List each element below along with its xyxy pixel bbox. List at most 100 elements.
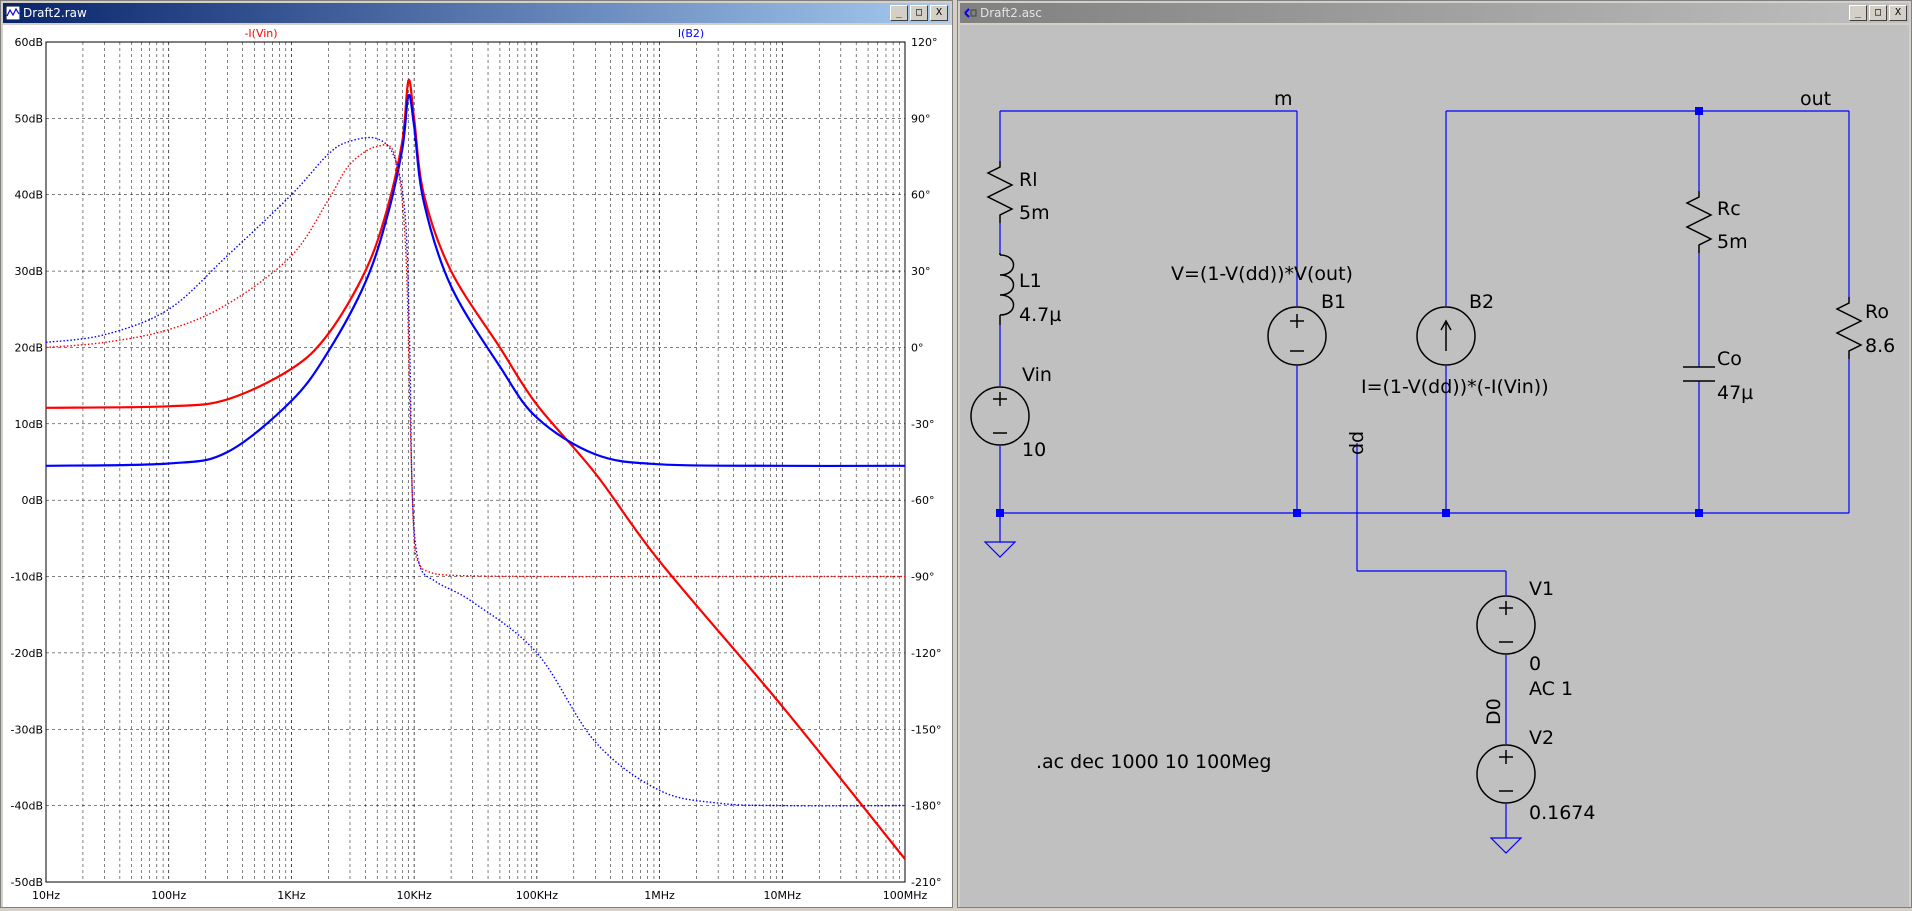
rl-value[interactable]: 5m [1019,202,1050,224]
wires [999,110,1850,838]
co-value[interactable]: 47µ [1717,382,1753,404]
series-ivin-magnitude [45,78,906,860]
axis-ticks: 10Hz 100Hz 1KHz 10KHz 100KHz 1MHz 10MHz 100MHz 6… [11,36,942,902]
rc-value[interactable]: 5m [1717,231,1748,253]
schematic-window[interactable]: Draft2.asc _ □ X [957,0,1912,908]
close-button[interactable]: X [1889,5,1907,21]
resistor-rc-symbol[interactable] [1685,191,1713,253]
y-left-tick-label: 0dB [21,494,43,507]
x-tick-label: 100KHz [516,889,558,902]
x-tick-label: 1KHz [277,889,305,902]
y-right-tick-label: 90° [911,112,931,125]
b2-source-symbol[interactable] [1416,306,1476,366]
resistor-rl-symbol[interactable] [986,161,1014,223]
resistor-ro-symbol[interactable] [1835,297,1863,359]
ground-symbol[interactable] [983,541,1017,558]
net-label-dd[interactable]: dd [1346,431,1368,455]
plot-series [45,78,906,860]
vin-value[interactable]: 10 [1022,439,1046,461]
schematic-titlebar[interactable]: Draft2.asc _ □ X [960,3,1909,23]
y-right-tick-label: 30° [911,265,931,278]
y-left-tick-label: 50dB [14,112,43,125]
y-right-tick-label: -180° [911,800,941,813]
y-right-tick-label: 120° [911,36,938,49]
spice-directive[interactable]: .ac dec 1000 10 100Meg [1036,751,1271,773]
y-left-tick-label: 40dB [14,189,43,202]
b1-expression[interactable]: V=(1-V(dd))*V(out) [1171,263,1353,285]
junctions [996,107,1703,517]
net-label-m[interactable]: m [1274,88,1293,110]
x-tick-label: 1MHz [644,889,675,902]
y-right-tick-label: -90° [911,571,934,584]
x-tick-label: 100Hz [151,889,186,902]
waveform-titlebar[interactable]: Draft2.raw _ □ X [3,3,950,23]
l1-value[interactable]: 4.7µ [1019,304,1061,326]
v2-source-symbol[interactable] [1476,744,1536,804]
plot-grid [46,42,905,882]
rc-name[interactable]: Rc [1717,198,1741,220]
y-left-tick-label: -20dB [11,647,44,660]
v1-ac-value[interactable]: AC 1 [1529,678,1573,700]
plot-pane[interactable]: 10Hz 100Hz 1KHz 10KHz 100KHz 1MHz 10MHz 100MHz 6… [3,25,952,907]
net-label-out[interactable]: out [1800,88,1831,110]
net-label-d0[interactable]: D0 [1483,698,1505,725]
y-right-tick-label: -120° [911,647,941,660]
v2-name[interactable]: V2 [1529,727,1554,749]
series-ib2-magnitude [45,93,906,468]
b1-source-symbol[interactable] [1267,306,1327,366]
x-tick-label: 100MHz [883,889,928,902]
vin-source-symbol[interactable] [970,386,1030,446]
waveform-window[interactable]: Draft2.raw _ □ X 10Hz 100Hz 1KHz 10KHz 100KH… [0,0,953,908]
maximize-button[interactable]: □ [910,5,928,21]
y-right-tick-label: 60° [911,189,931,202]
ro-value[interactable]: 8.6 [1865,335,1895,357]
series-ivin-phase [45,143,905,578]
y-right-tick-label: -30° [911,418,934,431]
b2-name[interactable]: B2 [1469,291,1494,313]
v1-value[interactable]: 0 [1529,653,1541,675]
b2-expression[interactable]: I=(1-V(dd))*(-I(Vin)) [1361,376,1549,398]
y-left-tick-label: -10dB [11,571,44,584]
y-right-tick-label: 0° [911,341,924,354]
capacitor-co-symbol[interactable] [1683,366,1715,382]
y-right-tick-label: -150° [911,723,941,736]
y-left-tick-label: -40dB [11,800,44,813]
schematic-app-icon [964,8,977,18]
schematic-canvas[interactable]: m out dd D0 Rl 5m L1 4.7µ Vin 10 V=(1-V(… [960,25,1909,907]
plot-frame [45,41,906,883]
schematic-window-title: Draft2.asc [980,6,1042,20]
y-left-tick-label: 30dB [14,265,43,278]
waveform-app-icon [6,6,20,20]
close-button[interactable]: X [930,5,948,21]
bode-plot[interactable]: 10Hz 100Hz 1KHz 10KHz 100KHz 1MHz 10MHz 100MHz 6… [3,25,952,907]
v2-value[interactable]: 0.1674 [1529,802,1595,824]
x-tick-label: 10Hz [32,889,60,902]
l1-name[interactable]: L1 [1019,270,1042,292]
schematic-drawing[interactable]: m out dd D0 Rl 5m L1 4.7µ Vin 10 V=(1-V(… [960,25,1909,907]
v1-source-symbol[interactable] [1476,595,1536,655]
ground-symbol[interactable] [1489,837,1523,854]
vin-name[interactable]: Vin [1022,364,1052,386]
y-left-tick-label: -50dB [11,876,44,889]
ro-name[interactable]: Ro [1865,301,1889,323]
inductor-l1-symbol[interactable] [999,253,1015,325]
x-tick-label: 10KHz [397,889,432,902]
maximize-button[interactable]: □ [1869,5,1887,21]
legend-trace-b2[interactable]: I(B2) [678,27,704,40]
co-name[interactable]: Co [1717,348,1742,370]
b1-name[interactable]: B1 [1321,291,1346,313]
legend-trace-vin[interactable]: -I(Vin) [244,27,277,40]
minimize-button[interactable]: _ [890,5,908,21]
y-right-tick-label: -210° [911,876,941,889]
v1-name[interactable]: V1 [1529,578,1554,600]
x-tick-label: 10MHz [764,889,802,902]
y-left-tick-label: 20dB [14,341,43,354]
y-left-tick-label: -30dB [11,723,44,736]
waveform-window-title: Draft2.raw [23,6,87,20]
y-right-tick-label: -60° [911,494,934,507]
rl-name[interactable]: Rl [1019,169,1037,191]
y-left-tick-label: 60dB [14,36,43,49]
minimize-button[interactable]: _ [1849,5,1867,21]
y-left-tick-label: 10dB [14,418,43,431]
series-ib2-phase [45,136,906,807]
